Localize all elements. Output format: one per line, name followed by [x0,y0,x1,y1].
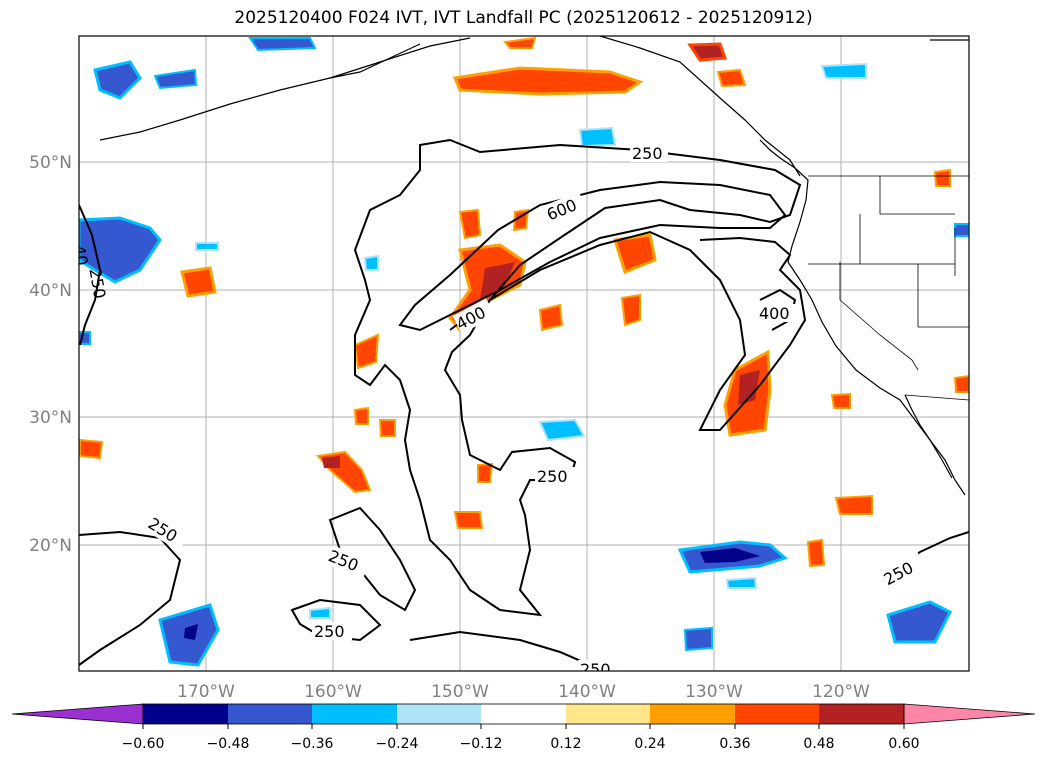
colorbar: −0.60 −0.48 −0.36 −0.24 −0.12 0.12 0.24 … [11,703,1036,752]
pc-positive-region [716,68,747,88]
lat-label: 50°N [29,153,72,173]
colorbar-segment [481,704,566,724]
pc-positive-region [538,303,564,332]
colorbar-tick-label: −0.60 [122,736,165,752]
pc-negative-region [363,254,379,271]
pc-positive-region [834,494,873,515]
pc-positive-region [620,293,641,327]
pc-negative-core [700,548,760,563]
lat-label: 30°N [29,408,72,428]
pc-negative-region [725,576,758,589]
colorbar-tick-label: 0.48 [803,736,834,752]
map-frame [78,35,970,672]
lon-label: 140°W [558,682,616,702]
colorbar-tick-label: −0.48 [207,736,250,752]
contour-label: 400 [759,304,790,323]
pc-negative-region [248,37,317,52]
lat-label: 20°N [29,536,72,556]
colorbar-segment [735,704,819,724]
pc-positive-region [503,36,537,49]
contour-label: 250 [537,467,568,486]
pc-negative-region [538,418,586,442]
pc-positive-region [353,333,380,370]
colorbar-segment [650,704,735,724]
pc-positive-region [79,438,104,460]
lon-label: 150°W [431,682,489,702]
colorbar-segment [312,704,397,724]
pc-positive-region [806,538,826,568]
pc-positive-region [830,392,851,409]
contour-label: 250 [314,622,345,641]
colorbar-tick-label: 0.24 [634,736,665,752]
pc-negative-region [954,223,969,237]
lon-label: 130°W [685,682,743,702]
pc-positive-region [452,66,644,96]
pc-positive-region [353,406,369,425]
colorbar-tick-label: 0.60 [888,736,919,752]
pc-positive-region [378,419,396,437]
pc-positive-region [180,266,217,298]
pc-positive-core [738,370,760,405]
pc-positive-region [933,168,951,187]
lon-label: 120°W [812,682,870,702]
pc-negative-core [184,624,198,640]
colorbar-segment [397,704,481,724]
pc-positive-region [953,374,969,393]
lon-label: 170°W [177,682,235,702]
colorbar-tick-label: −0.36 [291,736,334,752]
pc-negative-region [886,600,953,644]
pc-negative-region [153,68,198,90]
colorbar-extend-max [903,703,1036,725]
lon-label: 160°W [304,682,362,702]
colorbar-tick-label: 0.36 [719,736,750,752]
pc-negative-region [93,60,142,100]
pc-negative-region [820,62,867,79]
colorbar-tick-label: −0.24 [376,736,419,752]
lat-label: 40°N [29,281,72,301]
colorbar-extend-min [11,703,144,725]
pc-negative-region [683,626,713,652]
state-borders [808,175,969,401]
pc-positive-region [687,42,728,62]
pc-positive-region [458,208,482,240]
colorbar-segment [566,704,650,724]
contour-label: 250 [580,660,611,679]
contour-label: 250 [632,144,663,163]
pc-negative-region [309,606,331,619]
colorbar-tick-label: 0.12 [550,736,581,752]
map-title: 2025120400 F024 IVT, IVT Landfall PC (20… [234,8,813,28]
pc-positive-region [477,462,494,483]
contour-label: 40 [69,244,91,267]
colorbar-segment [228,704,312,724]
pc-positive-core [322,456,340,468]
pc-positive-region [453,511,484,529]
colorbar-tick-label: −0.12 [460,736,503,752]
pc-negative-region [578,126,617,148]
colorbar-segment [143,704,228,724]
pc-positive-core [480,262,515,300]
pc-negative-region [195,242,219,251]
coastlines [99,36,969,496]
colorbar-segment [819,704,904,724]
pc-positive-region [613,233,657,274]
